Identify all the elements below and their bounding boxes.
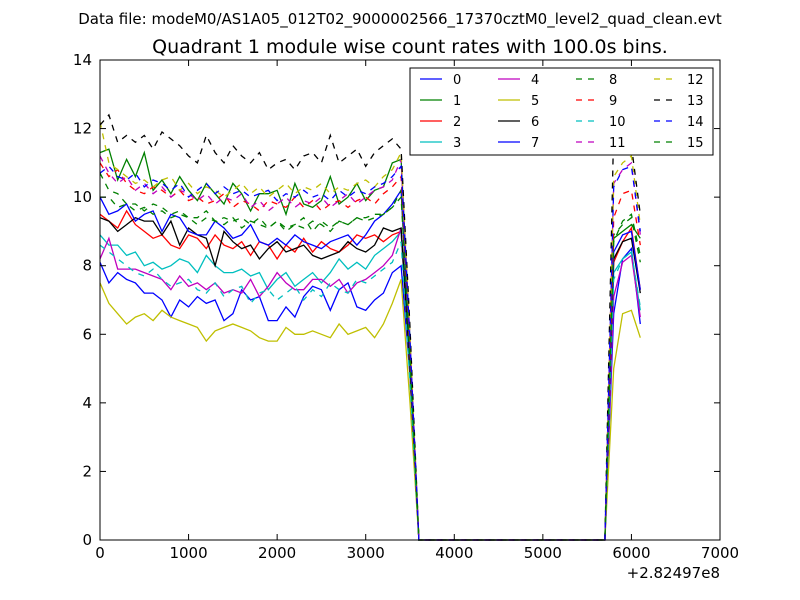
plot-area: 0 1000 2000 3000 4000 5000 6000 700002468101214… (73, 51, 739, 562)
x-tick-label: 0 (95, 544, 105, 562)
series-line-6 (99, 216, 641, 541)
legend-entry-label: 9 (609, 94, 617, 109)
x-tick-label: 4000 (435, 544, 473, 562)
series-line-1 (99, 148, 641, 541)
legend-entry-label: 13 (687, 94, 704, 109)
legend-entry-label: 6 (531, 115, 539, 130)
legend-entry-label: 12 (687, 73, 704, 88)
x-tick-label: 6000 (612, 544, 650, 562)
y-tick-label: 14 (73, 51, 92, 69)
x-tick-label: 1000 (169, 544, 207, 562)
y-tick-label: 2 (82, 462, 92, 480)
legend-entry-label: 0 (453, 73, 461, 88)
series-line-10 (99, 241, 641, 541)
legend-entry-label: 14 (687, 115, 704, 130)
legend-entry-label: 1 (453, 94, 461, 109)
series-line-12 (99, 121, 641, 541)
legend-entry-label: 4 (531, 73, 539, 88)
x-tick-label: 2000 (258, 544, 296, 562)
legend-entry-label: 15 (687, 136, 704, 151)
y-tick-label: 6 (82, 325, 92, 343)
legend-entry-label: 8 (609, 73, 617, 88)
figure-suptitle: Data file: modeM0/AS1A05_012T02_90000025… (78, 10, 722, 29)
series-line-14 (99, 164, 641, 541)
y-tick-label: 4 (82, 394, 92, 412)
x-tick-label: 7000 (701, 544, 739, 562)
legend-entry-label: 3 (453, 136, 461, 151)
y-tick-label: 0 (82, 531, 92, 549)
legend-entry-label: 10 (609, 115, 626, 130)
series-line-2 (99, 209, 641, 541)
x-offset-label: +2.82497e8 (627, 564, 720, 582)
legend-entry-label: 2 (453, 115, 461, 130)
axes-frame (99, 59, 721, 541)
chart-title: Quadrant 1 module wise count rates with … (152, 36, 668, 58)
series-line-0 (99, 247, 641, 541)
legend-entry-label: 11 (609, 136, 626, 151)
y-tick-label: 12 (73, 120, 92, 138)
y-tick-label: 10 (73, 188, 92, 206)
series-line-5 (99, 279, 641, 541)
series-line-13 (99, 113, 641, 541)
legend-box (409, 67, 714, 156)
x-tick-label: 5000 (524, 544, 562, 562)
series-line-15 (100, 195, 641, 541)
x-tick-label: 3000 (347, 544, 385, 562)
series-line-4 (99, 227, 641, 541)
series-line-11 (99, 155, 641, 541)
y-tick-label: 8 (82, 257, 92, 275)
legend-entry-label: 7 (531, 136, 539, 151)
legend-entry-label: 5 (531, 94, 539, 109)
